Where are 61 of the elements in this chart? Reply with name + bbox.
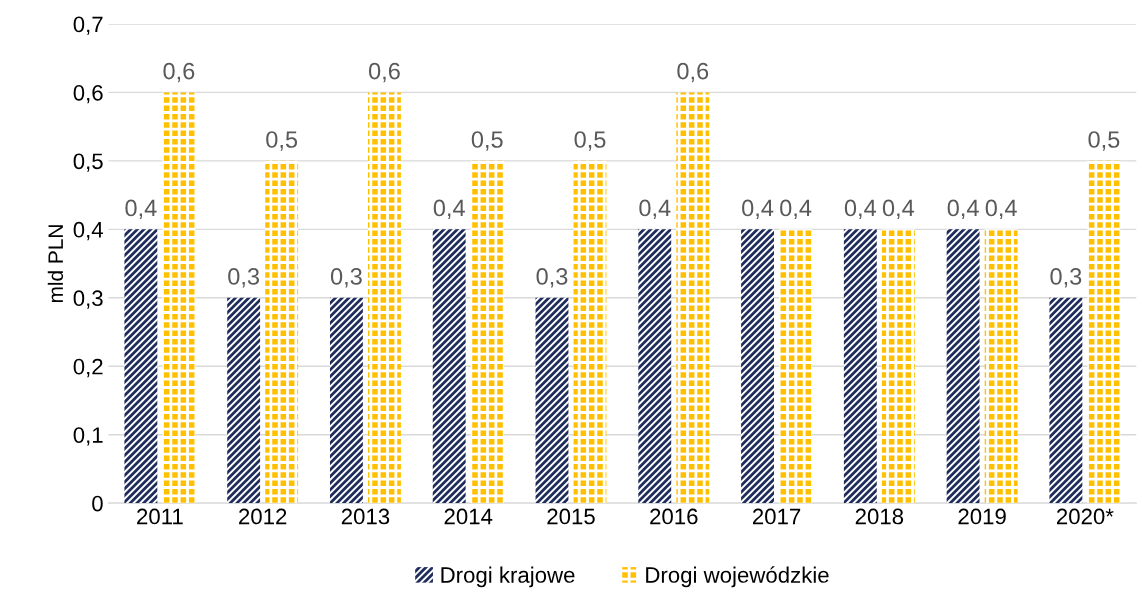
bar (638, 229, 672, 504)
data-label: 0,3 (330, 268, 362, 288)
bar (227, 297, 261, 504)
y-tick-label: 0,5 (73, 153, 103, 172)
bar (124, 229, 158, 504)
y-tick-label: 0,3 (73, 290, 103, 309)
y-tick-label: 0,4 (73, 221, 103, 241)
data-label: 0,4 (947, 199, 979, 220)
bar (843, 229, 877, 504)
data-label: 0,6 (163, 62, 195, 83)
bar (779, 229, 813, 504)
data-label: 0,4 (125, 199, 157, 220)
bar (265, 160, 299, 504)
bar (535, 297, 569, 504)
y-tick-label: 0 (92, 495, 103, 512)
x-tick-label: 2015 (547, 508, 595, 525)
bar (162, 92, 196, 504)
y-tick-label: 0,6 (73, 84, 103, 104)
bar (368, 92, 401, 504)
data-label: 0,5 (266, 131, 298, 151)
data-label: 0,6 (368, 62, 400, 83)
data-label: 0,4 (882, 199, 915, 220)
bar (573, 160, 607, 504)
bar (329, 297, 363, 504)
data-label: 0,4 (985, 199, 1017, 220)
data-label: 0,3 (228, 268, 260, 288)
x-tick-label: 2012 (239, 508, 287, 525)
data-label: 0,5 (574, 131, 606, 151)
x-tick-label: 2019 (958, 508, 1006, 525)
data-label: 0,4 (844, 199, 877, 220)
bar (881, 229, 915, 504)
data-label: 0,4 (433, 199, 465, 220)
y-tick-label: 0,2 (73, 358, 103, 378)
data-label: 0,6 (677, 62, 709, 83)
data-label: 0,4 (639, 199, 671, 220)
x-tick-label: 2013 (341, 508, 390, 525)
legend-label: Drogi wojewódzkie (646, 566, 829, 588)
x-tick-label: 2016 (650, 508, 698, 525)
bar (1049, 297, 1083, 504)
bar (1087, 160, 1121, 504)
y-tick-label: 0,1 (73, 427, 103, 446)
bar (470, 160, 504, 504)
bar (946, 229, 980, 504)
y-tick-label: 0,7 (73, 16, 103, 35)
y-axis-title: mld PLN (47, 225, 64, 303)
data-label: 0,5 (471, 131, 503, 151)
data-label: 0,3 (1050, 268, 1082, 288)
legend-label: Drogi krajowe (441, 566, 575, 588)
data-label: 0,5 (1088, 131, 1120, 151)
x-tick-label: 2014 (444, 508, 493, 525)
bar (676, 92, 710, 504)
x-tick-label: 2020* (1056, 508, 1114, 525)
x-tick-label: 2018 (855, 508, 904, 525)
x-tick-label: 2017 (752, 508, 801, 525)
bar (741, 229, 774, 504)
data-label: 0,4 (780, 199, 812, 220)
x-tick-label: 2011 (137, 508, 183, 525)
data-label: 0,4 (742, 199, 774, 220)
bar (984, 229, 1018, 504)
bar (432, 229, 466, 504)
data-label: 0,3 (536, 268, 568, 288)
